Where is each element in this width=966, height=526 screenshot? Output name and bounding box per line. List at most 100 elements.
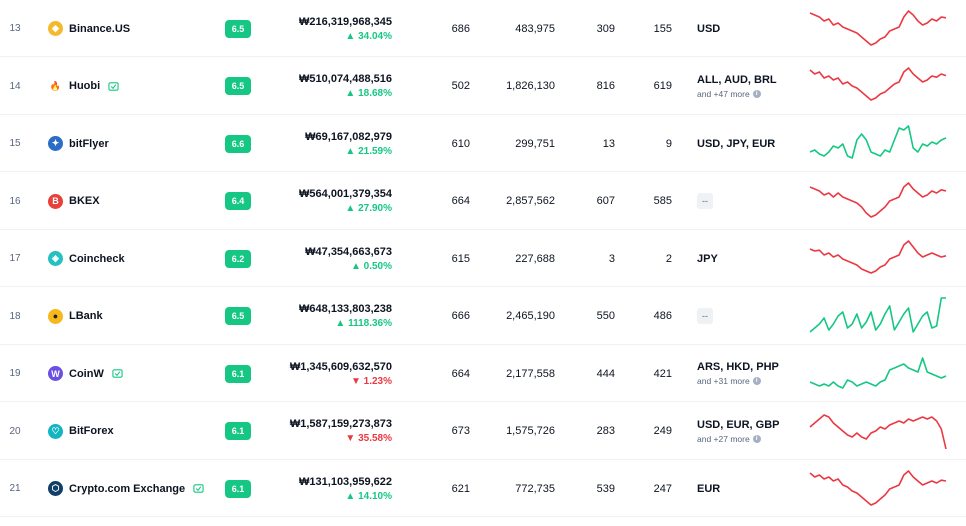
fiat-currencies: USD, JPY, EUR (697, 115, 797, 172)
exchange-name[interactable]: Crypto.com Exchange (69, 482, 186, 495)
volume-change: ▲ 27.90% (345, 203, 392, 214)
fiat-currencies: -- (697, 173, 797, 230)
exchange-name-link[interactable]: ⬡ Crypto.com Exchange (48, 460, 218, 517)
markets-count: 666 (451, 310, 470, 322)
fiat-count-a: 283 (596, 425, 615, 437)
rank: 20 (9, 425, 21, 437)
table-row[interactable]: 14 🔥 Huobi 6.5 ₩510,074,488,516 ▲ 18.68%… (0, 58, 966, 115)
volume-sparkline (808, 230, 948, 287)
volume-sparkline (808, 403, 948, 460)
sparkline-chart (809, 356, 947, 389)
coins-count: 772,735 (515, 482, 555, 495)
markets-count: 502 (451, 80, 470, 92)
currency-list: JPY (697, 252, 718, 265)
currency-list: EUR (697, 482, 721, 495)
volume-amount: ₩69,167,082,979 (305, 130, 392, 143)
volume-change: ▲ 21.59% (345, 145, 392, 157)
volume-cell: ₩1,345,609,632,570 ▼ 1.23% (262, 345, 392, 402)
volume-amount: ₩648,133,803,238 (299, 303, 392, 315)
score-badge: 6.5 (223, 58, 253, 115)
score-badge: 6.2 (223, 230, 253, 287)
markets-count: 664 (451, 367, 470, 380)
exchange-name-link[interactable]: 🔥 Huobi (48, 58, 218, 115)
info-icon[interactable]: i (752, 377, 761, 385)
exchange-name[interactable]: LBank (69, 310, 103, 322)
exchange-name-link[interactable]: ✦ bitFlyer (48, 115, 218, 172)
exchange-name-link[interactable]: ◈ Coincheck (48, 230, 218, 287)
more-currencies[interactable]: and +27 more i (697, 434, 761, 444)
table-row[interactable]: 17 ◈ Coincheck 6.2 ₩47,354,663,673 ▲ 0.5… (0, 230, 966, 287)
empty-dash: -- (697, 308, 713, 324)
exchange-name-link[interactable]: ♡ BitForex (48, 403, 218, 460)
exchange-name-link[interactable]: ● LBank (48, 288, 218, 345)
exchange-name[interactable]: bitFlyer (69, 137, 109, 150)
rank: 13 (9, 23, 21, 34)
volume-amount: ₩47,354,663,673 (305, 245, 392, 258)
rank: 16 (9, 195, 21, 207)
fiat-currencies: JPY (697, 230, 797, 287)
volume-amount: ₩510,074,488,516 (299, 73, 392, 85)
volume-sparkline (808, 345, 948, 402)
sparkline-chart (809, 297, 946, 333)
coins-count: 299,751 (515, 137, 555, 150)
fiat-currencies: -- (697, 288, 797, 345)
fiat-count-b: 585 (653, 195, 672, 207)
fiat-count-b: 249 (653, 425, 672, 437)
currency-list: ALL, AUD, BRL (697, 73, 777, 86)
exchange-name[interactable]: BKEX (69, 195, 100, 207)
score-badge: 6.5 (223, 0, 253, 57)
table-row[interactable]: 21 ⬡ Crypto.com Exchange 6.1 ₩131,103,95… (0, 460, 966, 517)
coins-count: 1,575,726 (506, 425, 555, 437)
volume-cell: ₩510,074,488,516 ▲ 18.68% (262, 58, 392, 115)
caret-down-icon: ▼ (345, 433, 356, 444)
exchange-name[interactable]: Coincheck (69, 252, 125, 265)
fiat-count-b: 247 (653, 482, 672, 495)
info-icon[interactable]: i (752, 434, 761, 443)
exchange-name[interactable]: CoinW (69, 367, 104, 380)
score-badge: 6.1 (223, 345, 253, 402)
table-row[interactable]: 18 ● LBank 6.5 ₩648,133,803,238 ▲ 1118.3… (0, 288, 966, 345)
markets-count: 673 (451, 425, 470, 437)
markets-count: 664 (451, 195, 470, 207)
exchange-name[interactable]: BitForex (69, 425, 114, 437)
caret-up-icon: ▲ (335, 318, 346, 329)
volume-cell: ₩47,354,663,673 ▲ 0.50% (262, 230, 392, 287)
table-row[interactable]: 13 ◆ Binance.US 6.5 ₩216,319,968,345 ▲ 3… (0, 0, 966, 57)
fiat-count-a: 3 (608, 252, 615, 265)
sparkline-chart (809, 67, 947, 101)
rank: 17 (9, 253, 21, 264)
markets-count: 610 (451, 137, 470, 150)
markets-count: 686 (451, 22, 470, 35)
volume-change: ▲ 1118.36% (335, 318, 392, 329)
fiat-count-b: 619 (653, 80, 672, 92)
volume-change: ▼ 35.58% (345, 433, 392, 444)
caret-up-icon: ▲ (345, 145, 356, 157)
volume-cell: ₩69,167,082,979 ▲ 21.59% (262, 115, 392, 172)
huobi-logo-icon: 🔥 (49, 80, 62, 91)
table-row[interactable]: 15 ✦ bitFlyer 6.6 ₩69,167,082,979 ▲ 21.5… (0, 115, 966, 172)
table-row[interactable]: 16 B BKEX 6.4 ₩564,001,379,354 ▲ 27.90% … (0, 173, 966, 230)
fiat-count-b: 486 (653, 310, 672, 322)
exchange-name-link[interactable]: B BKEX (48, 173, 218, 230)
caret-up-icon: ▲ (345, 30, 356, 42)
exchange-name-link[interactable]: W CoinW (48, 345, 218, 402)
markets-count: 621 (451, 482, 470, 495)
exchange-name-link[interactable]: ◆ Binance.US (48, 0, 218, 57)
exchange-name[interactable]: Binance.US (69, 22, 131, 35)
exchange-name[interactable]: Huobi (69, 80, 101, 92)
more-currencies[interactable]: and +31 more i (697, 376, 761, 386)
coins-count: 1,826,130 (506, 80, 555, 92)
caret-down-icon: ▼ (350, 375, 361, 387)
rank: 15 (9, 138, 21, 149)
currency-list: USD (697, 22, 721, 35)
caret-up-icon: ▲ (345, 203, 356, 214)
fiat-count-a: 309 (596, 22, 615, 35)
verified-icon (108, 81, 119, 91)
rank: 14 (9, 80, 21, 92)
info-icon[interactable]: i (752, 89, 761, 98)
verified-icon (193, 484, 204, 493)
table-row[interactable]: 19 W CoinW 6.1 ₩1,345,609,632,570 ▼ 1.23… (0, 345, 966, 402)
table-row[interactable]: 20 ♡ BitForex 6.1 ₩1,587,159,273,873 ▼ 3… (0, 403, 966, 460)
more-currencies[interactable]: and +47 more i (697, 89, 761, 99)
